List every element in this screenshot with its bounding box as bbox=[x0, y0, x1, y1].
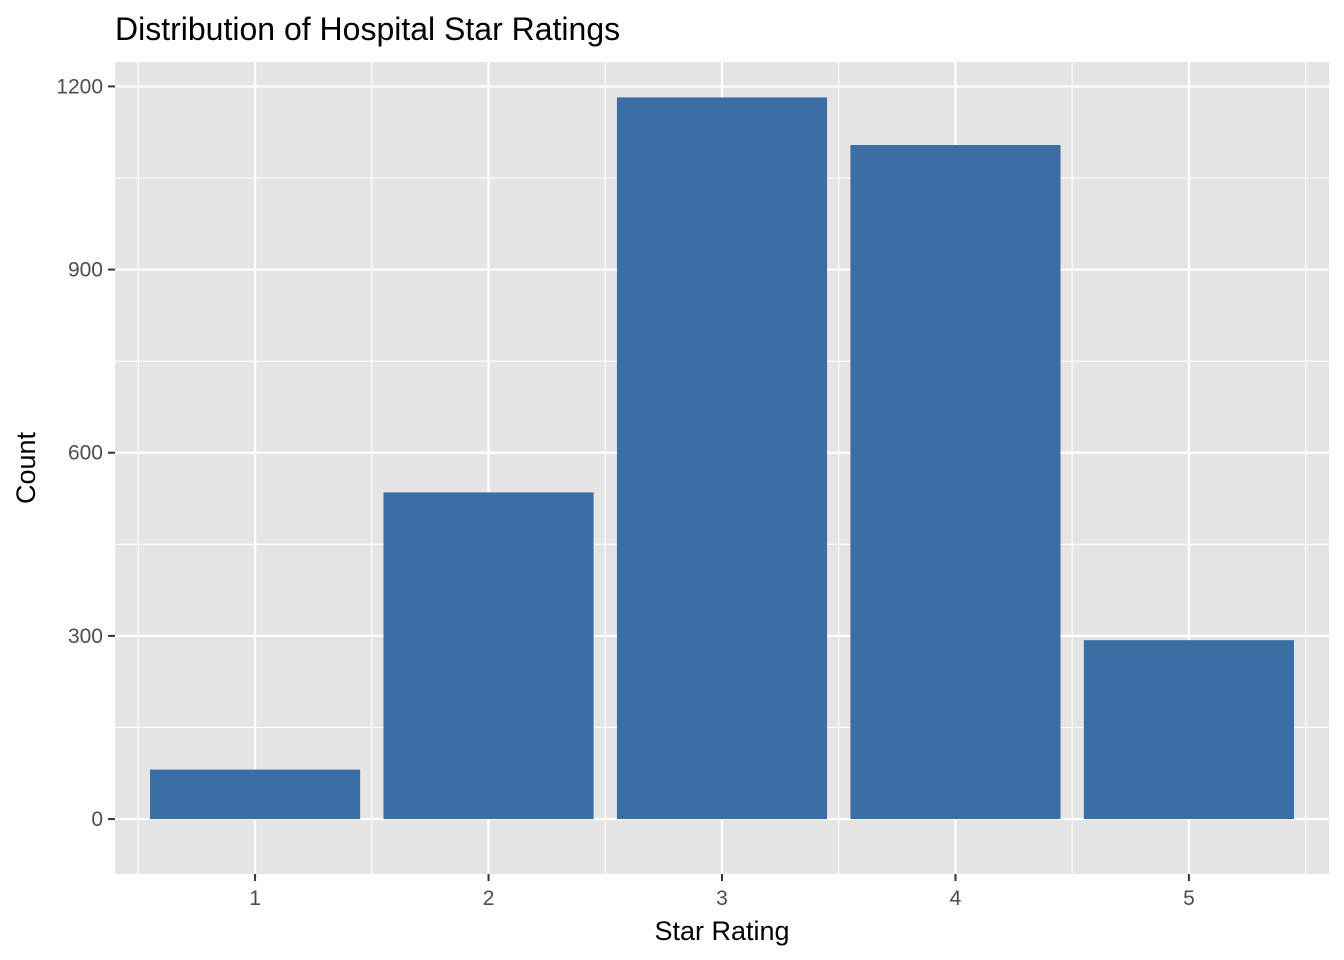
y-tick-label: 1200 bbox=[56, 75, 103, 98]
bar-5 bbox=[1083, 640, 1294, 820]
y-tick-label: 900 bbox=[68, 259, 103, 282]
x-tick-label: 4 bbox=[950, 887, 962, 910]
x-tick-label: 3 bbox=[716, 887, 728, 910]
bar-1 bbox=[150, 769, 361, 820]
y-tick-label: 300 bbox=[68, 625, 103, 648]
bars bbox=[150, 97, 1294, 820]
x-tick-label: 1 bbox=[249, 887, 261, 910]
y-axis: 0 300 600 900 1200 bbox=[56, 75, 115, 831]
x-tick-label: 5 bbox=[1183, 887, 1195, 910]
bar-4 bbox=[850, 145, 1061, 820]
x-axis: 1 2 3 4 5 bbox=[249, 874, 1195, 910]
y-tick-label: 0 bbox=[91, 808, 103, 831]
x-tick-label: 2 bbox=[483, 887, 495, 910]
y-tick-label: 600 bbox=[68, 442, 103, 465]
y-axis-title: Count bbox=[11, 431, 41, 504]
x-axis-title: Star Rating bbox=[654, 916, 789, 946]
bar-2 bbox=[383, 492, 594, 820]
chart-title: Distribution of Hospital Star Ratings bbox=[115, 11, 620, 47]
bar-3 bbox=[616, 97, 828, 820]
